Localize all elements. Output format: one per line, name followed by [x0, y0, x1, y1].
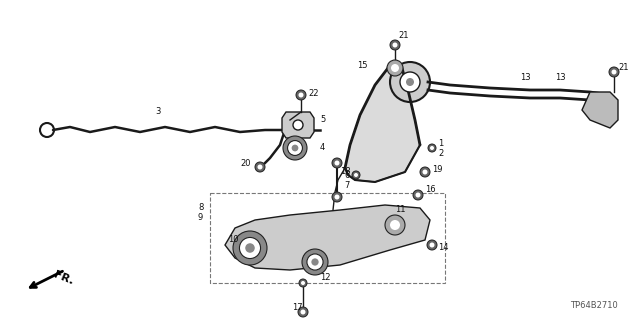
Text: 20: 20 — [240, 160, 250, 168]
Circle shape — [609, 67, 619, 77]
Text: 16: 16 — [425, 186, 436, 195]
Circle shape — [292, 145, 298, 151]
Circle shape — [302, 249, 328, 275]
Circle shape — [332, 192, 342, 202]
Text: 12: 12 — [320, 273, 330, 283]
Polygon shape — [225, 205, 430, 270]
Text: 4: 4 — [320, 144, 325, 152]
Text: 17: 17 — [292, 303, 303, 313]
Circle shape — [428, 144, 436, 152]
Text: 6: 6 — [344, 170, 349, 180]
Circle shape — [391, 64, 399, 72]
Circle shape — [387, 60, 403, 76]
Text: 1: 1 — [438, 138, 444, 147]
Circle shape — [611, 70, 616, 75]
Circle shape — [293, 120, 303, 130]
Text: 21: 21 — [398, 31, 408, 40]
Text: 10: 10 — [228, 235, 239, 244]
Circle shape — [335, 195, 339, 199]
Polygon shape — [582, 92, 618, 128]
Circle shape — [430, 146, 434, 150]
Text: 22: 22 — [308, 88, 319, 98]
Circle shape — [298, 93, 303, 98]
Text: 2: 2 — [438, 149, 444, 158]
Circle shape — [400, 72, 420, 92]
Text: 9: 9 — [198, 213, 204, 222]
Circle shape — [406, 78, 414, 86]
Circle shape — [392, 42, 397, 48]
Text: 19: 19 — [432, 166, 442, 174]
Circle shape — [245, 243, 255, 253]
Circle shape — [415, 192, 420, 197]
Text: 13: 13 — [555, 72, 566, 81]
Circle shape — [299, 279, 307, 287]
Circle shape — [390, 62, 430, 102]
Circle shape — [287, 141, 303, 155]
Circle shape — [335, 160, 339, 166]
Text: 15: 15 — [357, 61, 367, 70]
Circle shape — [307, 254, 323, 270]
Circle shape — [385, 215, 405, 235]
Text: FR.: FR. — [52, 270, 75, 286]
Circle shape — [352, 171, 360, 179]
Circle shape — [296, 90, 306, 100]
Circle shape — [390, 40, 400, 50]
Circle shape — [255, 162, 265, 172]
Circle shape — [422, 169, 428, 174]
Circle shape — [301, 281, 305, 285]
Circle shape — [420, 167, 430, 177]
Circle shape — [332, 158, 342, 168]
Circle shape — [283, 136, 307, 160]
Circle shape — [427, 240, 437, 250]
Text: 7: 7 — [344, 181, 349, 189]
Circle shape — [233, 231, 267, 265]
Circle shape — [257, 165, 262, 169]
Polygon shape — [345, 68, 420, 182]
Text: 21: 21 — [618, 63, 628, 72]
Circle shape — [390, 220, 400, 230]
Circle shape — [413, 190, 423, 200]
Circle shape — [239, 237, 260, 258]
Text: 5: 5 — [320, 115, 325, 124]
Circle shape — [301, 309, 305, 315]
Text: 8: 8 — [198, 203, 204, 211]
Polygon shape — [282, 112, 314, 138]
Circle shape — [354, 173, 358, 177]
Circle shape — [298, 307, 308, 317]
Text: TP64B2710: TP64B2710 — [570, 300, 618, 309]
Text: 3: 3 — [155, 108, 161, 116]
Text: 11: 11 — [395, 204, 406, 213]
Text: 14: 14 — [438, 242, 449, 251]
Text: 18: 18 — [340, 167, 351, 176]
Text: 13: 13 — [520, 72, 531, 81]
Circle shape — [312, 258, 319, 266]
Circle shape — [429, 242, 435, 248]
